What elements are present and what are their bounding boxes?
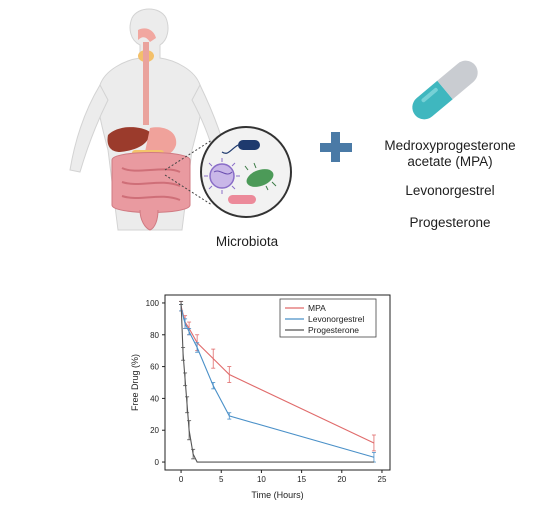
legend-label-2: Progesterone bbox=[308, 325, 359, 335]
x-tick-label: 20 bbox=[337, 475, 346, 484]
x-tick-label: 15 bbox=[297, 475, 306, 484]
plot-area: 0 5 10 15 20 25 0 20 40 60 80 100 bbox=[146, 294, 391, 484]
x-tick-label: 0 bbox=[179, 475, 184, 484]
y-tick-label: 100 bbox=[146, 299, 160, 308]
drug-label-progesterone: Progesterone bbox=[409, 215, 491, 230]
plus-icon bbox=[320, 132, 352, 162]
microbiota-circle-icon bbox=[200, 126, 292, 218]
drug-label-levonorgestrel: Levonorgestrel bbox=[405, 183, 495, 198]
drug-label-mpa: Medroxyprogesterone acetate (MPA) bbox=[384, 138, 516, 169]
x-tick-label: 25 bbox=[378, 475, 387, 484]
legend-box bbox=[279, 298, 377, 338]
y-tick-label: 60 bbox=[150, 363, 159, 372]
x-axis-label: Time (Hours) bbox=[251, 490, 303, 500]
y-tick-label: 20 bbox=[150, 426, 159, 435]
zoom-connector bbox=[164, 139, 213, 206]
y-axis-label: Free Drug (%) bbox=[130, 354, 140, 411]
plot-frame bbox=[164, 294, 391, 471]
legend-label-1: Levonorgestrel bbox=[308, 314, 364, 324]
x-tick-label: 10 bbox=[257, 475, 266, 484]
y-tick-label: 0 bbox=[155, 458, 160, 467]
y-tick-label: 80 bbox=[150, 331, 159, 340]
capsule-icon bbox=[412, 60, 478, 120]
legend-label-0: MPA bbox=[308, 303, 326, 313]
human-body-icon bbox=[69, 8, 226, 231]
top-illustration bbox=[69, 8, 478, 231]
release-chart: 0 5 10 15 20 25 0 20 40 60 80 100 Time (Hours) Free… bbox=[130, 294, 391, 500]
microbiota-label: Microbiota bbox=[215, 234, 279, 249]
y-tick-label: 40 bbox=[150, 394, 159, 403]
x-tick-label: 5 bbox=[219, 475, 224, 484]
